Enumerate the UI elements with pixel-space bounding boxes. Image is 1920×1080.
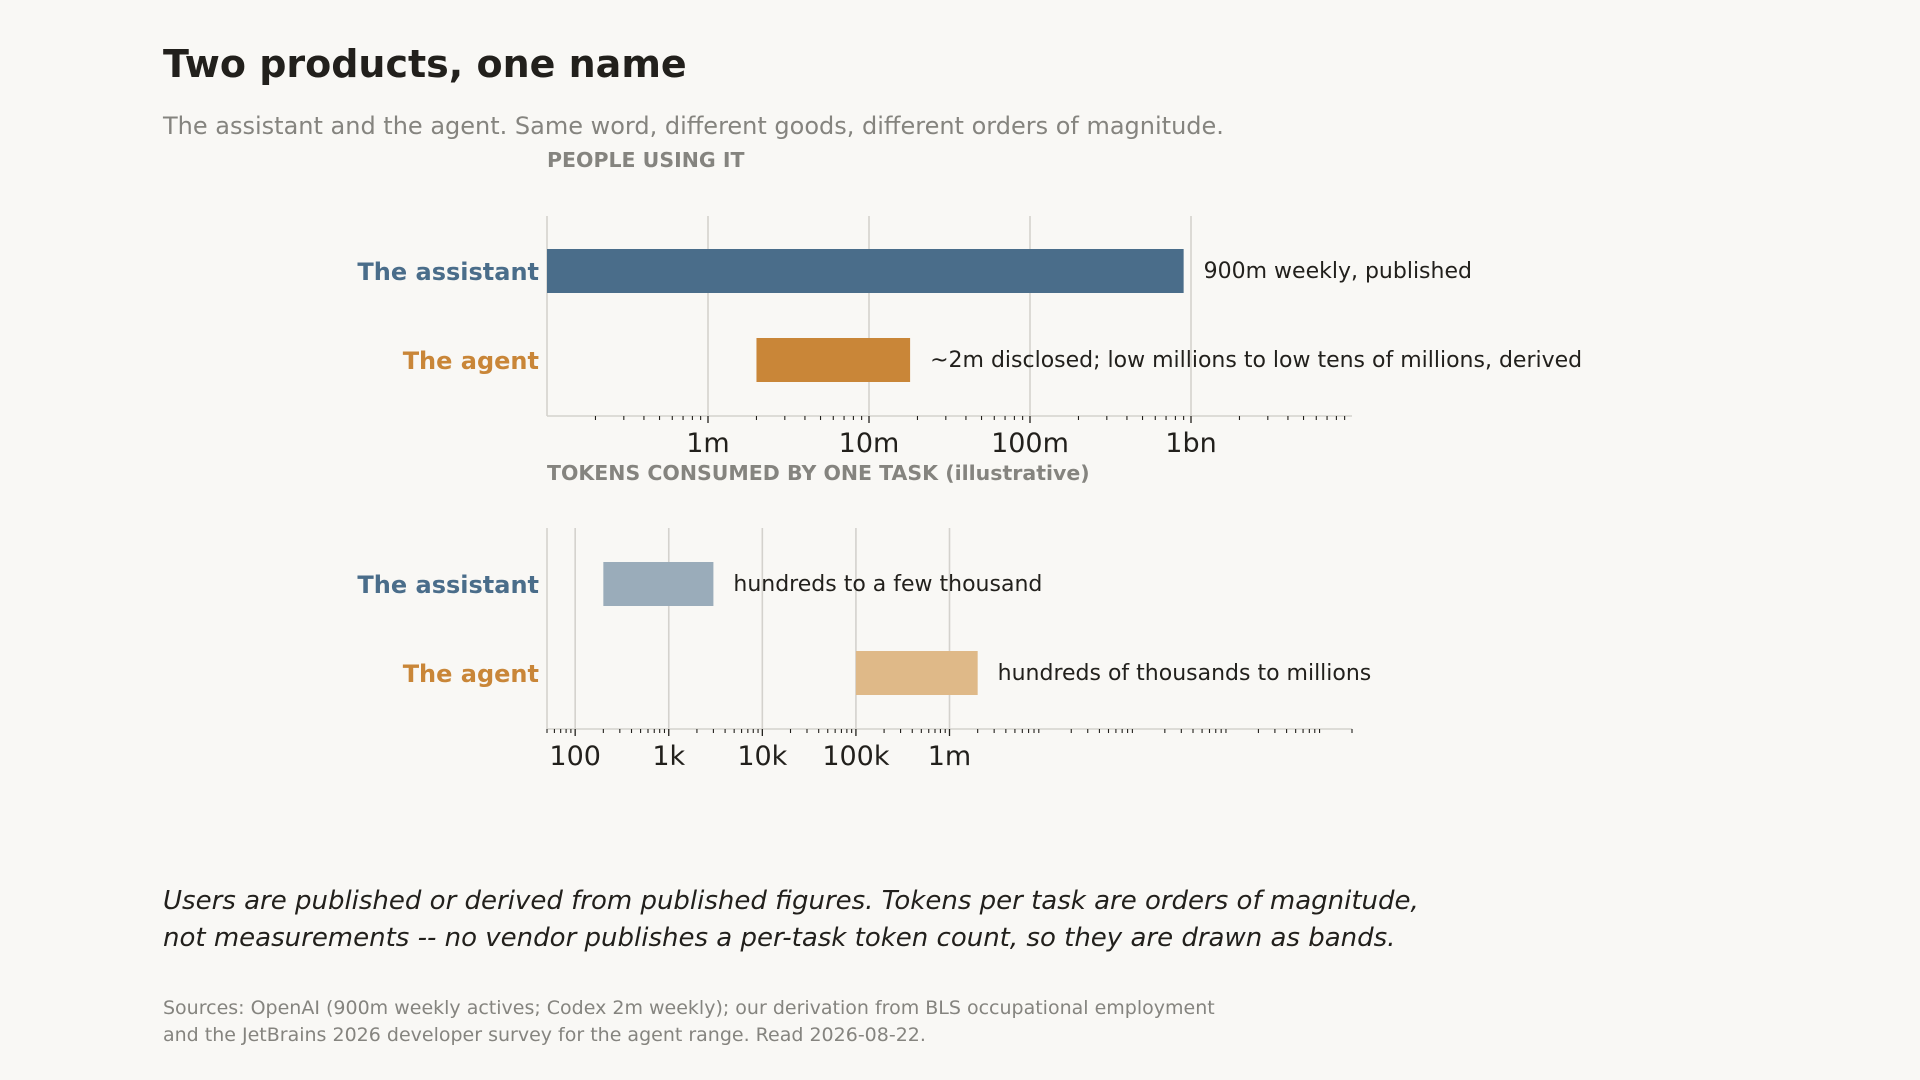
chart-panel-1: PEOPLE USING IT 1m 10m 100m 1bn The assistant… (357, 148, 1582, 459)
footnote: Users are published or derived from publ… (163, 883, 1663, 957)
footnote-line: Users are published or derived from publ… (163, 886, 1419, 916)
bar-assistant (603, 562, 714, 606)
x-tick-label: 100 (549, 741, 601, 772)
chart-area: PEOPLE USING IT 1m 10m 100m 1bn The assistant… (357, 148, 1582, 772)
x-tick-label: 1bn (1165, 428, 1216, 459)
sources-line: and the JetBrains 2026 developer survey … (163, 1024, 926, 1046)
sources-note: Sources: OpenAI (900m weekly actives; Co… (163, 995, 1663, 1049)
bar-agent (756, 338, 911, 382)
bar-agent (855, 651, 978, 695)
x-tick-label: 10k (737, 741, 787, 772)
x-tick-label: 100k (822, 741, 890, 772)
bar-value-label: hundreds of thousands to millions (998, 661, 1372, 686)
x-tick-label: 1m (686, 428, 729, 459)
chart-panel-2: TOKENS CONSUMED BY ONE TASK (illustrativ… (357, 461, 1371, 772)
bar-assistant (547, 249, 1184, 293)
x-tick-label: 100m (991, 428, 1069, 459)
row-label: The agent (403, 660, 539, 688)
x-tick-label: 1k (652, 741, 685, 772)
row-label: The assistant (357, 258, 539, 286)
page-subtitle: The assistant and the agent. Same word, … (163, 112, 1224, 140)
page-title: Two products, one name (163, 42, 687, 86)
row-label: The agent (403, 347, 539, 375)
panel-title: TOKENS CONSUMED BY ONE TASK (illustrativ… (547, 461, 1090, 485)
bar-value-label: 900m weekly, published (1204, 259, 1472, 284)
sources-line: Sources: OpenAI (900m weekly actives; Co… (163, 997, 1215, 1019)
x-tick-label: 1m (928, 741, 971, 772)
bar-value-label: ~2m disclosed; low millions to low tens … (930, 348, 1582, 373)
bar-value-label: hundreds to a few thousand (733, 572, 1042, 597)
x-tick-label: 10m (839, 428, 900, 459)
footnote-line: not measurements -- no vendor publishes … (163, 923, 1396, 953)
row-label: The assistant (357, 571, 539, 599)
panel-title: PEOPLE USING IT (547, 148, 744, 172)
